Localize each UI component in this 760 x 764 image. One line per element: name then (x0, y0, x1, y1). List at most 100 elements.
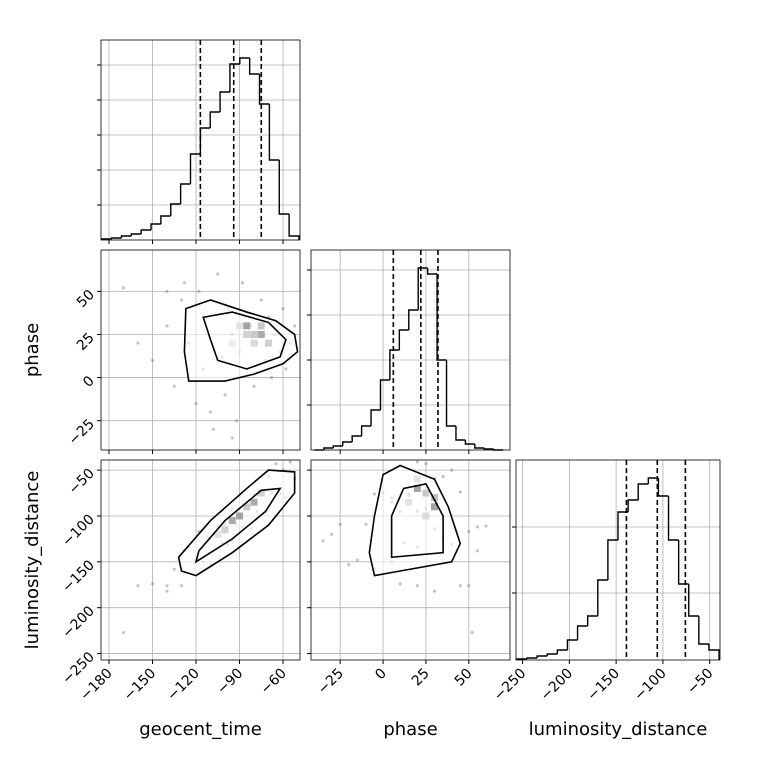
sample-point (165, 289, 169, 293)
x-tick-label: −250 (491, 666, 530, 705)
sample-point (441, 474, 445, 479)
histogram-step (170, 203, 181, 216)
histogram-step (617, 511, 629, 540)
sample-point (165, 584, 169, 588)
y-axis-label: luminosity_distance (22, 471, 43, 650)
histogram-step (179, 183, 191, 204)
histogram-step (708, 644, 720, 660)
sample-point (329, 532, 334, 536)
sample-point (398, 582, 402, 586)
histogram-step (657, 478, 669, 497)
sample-point (136, 584, 140, 588)
histogram-step (576, 625, 588, 640)
x-tick-label: 25 (409, 666, 433, 690)
sample-point (415, 584, 419, 588)
histogram-step (698, 616, 709, 645)
y-tick-label: 50 (74, 287, 98, 311)
sample-point (259, 298, 263, 302)
histogram-step (278, 160, 290, 215)
x-tick-label: −60 (258, 666, 290, 698)
sample-point (211, 427, 216, 431)
x-tick-label: 0 (372, 666, 390, 684)
y-axis-label: phase (22, 323, 43, 377)
contour (183, 299, 299, 382)
y-tick-label: 0 (80, 373, 98, 391)
x-tick-label: −25 (315, 666, 347, 698)
histogram-step (120, 235, 132, 238)
panel-content (121, 272, 299, 440)
histogram-step (607, 539, 618, 580)
sample-point (293, 324, 297, 328)
histogram-step (536, 655, 548, 658)
histogram-step (586, 615, 598, 626)
sample-point (274, 462, 278, 466)
sample-point (165, 324, 169, 328)
histogram-step (677, 540, 689, 585)
sample-point (223, 393, 227, 397)
histogram-step (667, 496, 679, 541)
y-tick-label: −200 (59, 603, 98, 642)
histogram-step (688, 584, 699, 617)
x-tick-label: −50 (684, 666, 716, 698)
panel-frame (310, 249, 511, 451)
histogram-step (332, 445, 343, 448)
sample-point (470, 630, 474, 635)
histogram-step (199, 127, 211, 154)
x-axis-label: geocent_time (139, 719, 262, 740)
histogram-step (110, 237, 122, 239)
sample-point (150, 582, 155, 586)
panel-frame (100, 459, 301, 661)
histogram-step (483, 448, 494, 450)
histogram-step (526, 657, 538, 659)
contour (368, 464, 462, 577)
sample-point (208, 410, 213, 414)
histogram-step (323, 447, 334, 450)
histogram-step (464, 440, 475, 445)
sample-point (240, 281, 245, 285)
histogram-step (370, 409, 381, 426)
sample-point (415, 460, 419, 464)
histogram-step (546, 653, 558, 656)
y-tick-label: −100 (59, 511, 98, 550)
sample-point (458, 584, 462, 588)
sample-point (235, 419, 239, 423)
histogram-step (597, 579, 608, 616)
sample-point (364, 522, 368, 526)
histogram-step (389, 349, 400, 380)
sample-point (424, 462, 428, 466)
histogram-step (342, 441, 353, 446)
panel-frame (515, 459, 721, 661)
sample-point (136, 341, 140, 345)
sample-point (121, 630, 126, 635)
sample-point (230, 436, 234, 440)
histogram-step (248, 58, 260, 75)
histogram-step (426, 268, 438, 275)
sample-point (458, 490, 462, 494)
y-tick-label: −150 (59, 557, 98, 596)
histogram-step (229, 63, 240, 92)
contour (177, 469, 296, 577)
sample-point (269, 375, 274, 380)
sample-point (338, 522, 342, 526)
sample-point (165, 589, 169, 593)
x-tick-label: −150 (584, 666, 623, 705)
histogram-step (566, 639, 578, 650)
histogram-step (474, 444, 485, 449)
panel-content (321, 460, 488, 635)
sample-point (179, 584, 184, 588)
histogram-step (351, 435, 362, 442)
y-tick-label: −25 (66, 416, 98, 448)
sample-point (321, 539, 325, 543)
y-tick-label: 25 (74, 330, 98, 354)
panel-frame (100, 39, 301, 241)
histogram-step (627, 499, 639, 512)
histogram-step (360, 425, 372, 436)
sample-point (288, 460, 292, 464)
sample-point (197, 289, 201, 293)
x-tick-label: −200 (538, 666, 577, 705)
sample-point (475, 525, 480, 529)
sample-point (450, 468, 454, 472)
sample-point (121, 286, 126, 290)
sample-point (432, 589, 437, 593)
contour (194, 487, 282, 564)
